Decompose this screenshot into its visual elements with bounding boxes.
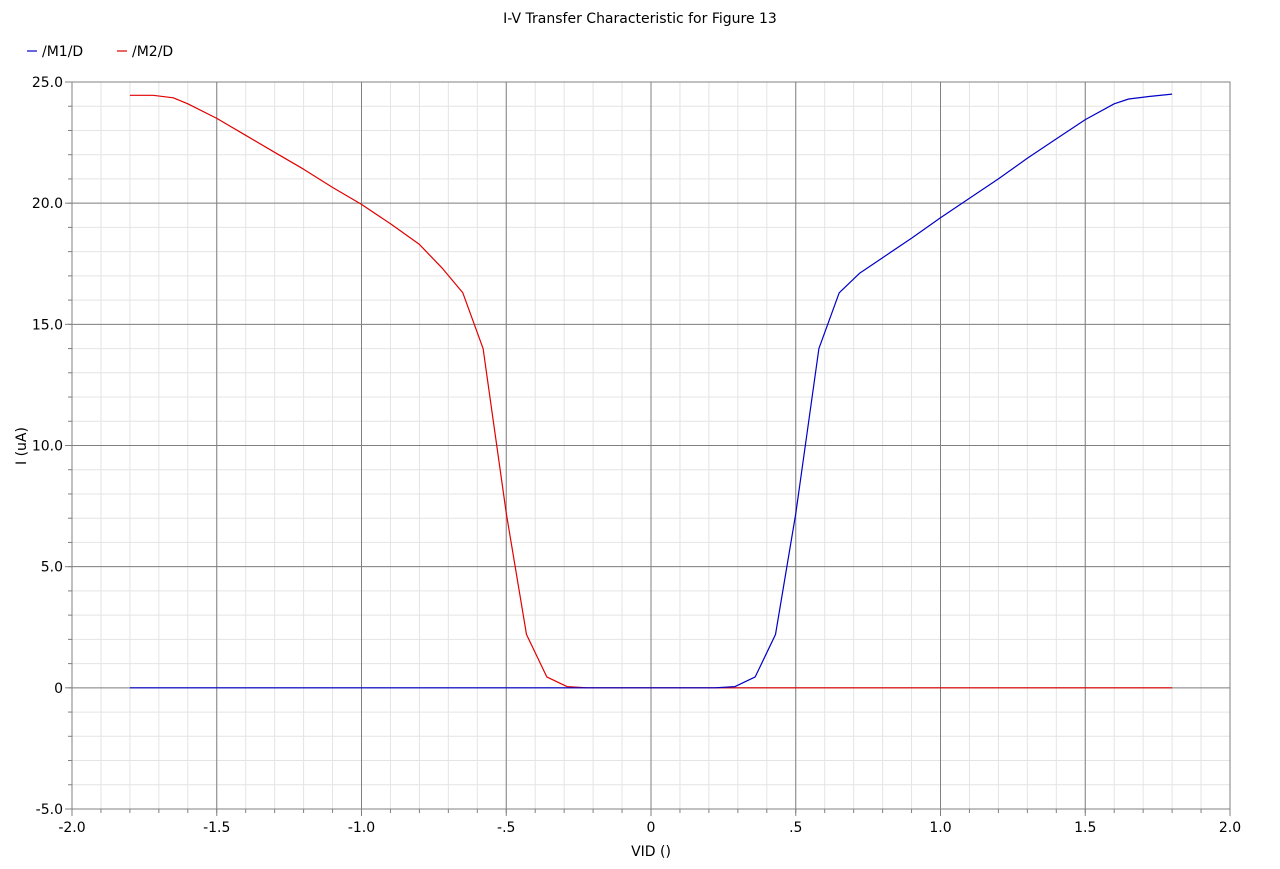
y-tick-label: 0 xyxy=(54,681,63,697)
x-tick-label: -1.5 xyxy=(203,820,230,836)
y-tick-label: 20.0 xyxy=(32,196,63,212)
x-tick-label: 1.5 xyxy=(1074,820,1096,836)
x-tick-label: 1.0 xyxy=(929,820,951,836)
y-tick-label: -5.0 xyxy=(36,802,63,818)
series-line-m1-d xyxy=(129,93,1173,689)
chart-title: I-V Transfer Characteristic for Figure 1… xyxy=(503,11,777,27)
legend-label-m1-d: /M1/D xyxy=(42,44,83,60)
series-lines xyxy=(129,93,1173,689)
legend-label-m2-d: /M2/D xyxy=(132,44,173,60)
y-axis-label: I (uA) xyxy=(14,427,30,465)
y-tick-label: 25.0 xyxy=(32,75,63,91)
y-tick-label: 15.0 xyxy=(32,317,63,333)
x-tick-label: 2.0 xyxy=(1219,820,1241,836)
x-tick-label: -2.0 xyxy=(58,820,85,836)
x-tick-label: -1.0 xyxy=(348,820,375,836)
y-tick-label: 10.0 xyxy=(32,439,63,455)
x-axis-label: VID () xyxy=(631,844,671,860)
x-tick-labels: -2.0 -1.5 -1.0 -.5 0 .5 1.0 1.5 2.0 xyxy=(58,820,1241,836)
axis-ticks xyxy=(65,81,1231,816)
x-tick-label: -.5 xyxy=(497,820,515,836)
y-tick-labels: -5.0 0 5.0 10.0 15.0 20.0 25.0 xyxy=(32,75,63,818)
x-tick-label: 0 xyxy=(647,820,656,836)
legend: /M1/D/M2/D xyxy=(27,44,173,60)
x-tick-label: .5 xyxy=(789,820,802,836)
y-tick-label: 5.0 xyxy=(41,560,63,576)
